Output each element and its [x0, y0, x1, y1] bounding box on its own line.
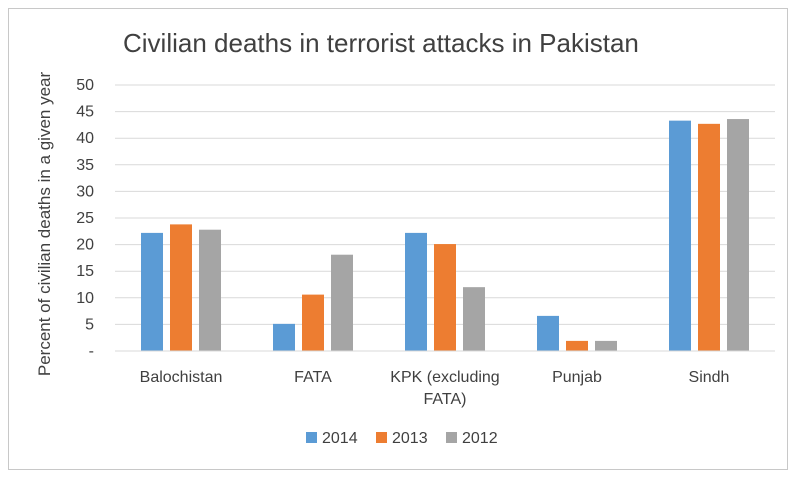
legend: 2014 2013 2012	[306, 430, 498, 447]
category-labels: Balochistan FATA KPK (excluding FATA) Punjab…	[140, 369, 730, 408]
y-tick-label: 40	[76, 130, 94, 147]
bars	[141, 119, 749, 351]
y-tick-label: 25	[76, 210, 94, 227]
y-tick-labels: - 5 10 15 20 25 30 35 40 45 50	[76, 77, 94, 360]
bar-2013	[698, 123, 720, 351]
bar-2012	[331, 254, 353, 351]
x-category-label: Sindh	[689, 369, 730, 386]
x-category-label: KPK (excluding FATA)	[390, 369, 499, 408]
y-tick-label: 15	[76, 263, 94, 280]
y-axis-label: Percent of civilian deaths in a given ye…	[35, 72, 54, 377]
y-tick-label: -	[89, 343, 94, 360]
gridlines	[115, 84, 775, 325]
y-tick-label: 35	[76, 157, 94, 174]
y-tick-label: 10	[76, 290, 94, 307]
bar-2012	[463, 287, 485, 351]
bar-2014	[141, 232, 163, 351]
y-tick-label: 50	[76, 77, 94, 94]
bar-2013	[434, 244, 456, 351]
legend-swatch-2014	[306, 432, 317, 443]
legend-label-2013: 2013	[392, 430, 428, 447]
y-tick-label: 20	[76, 237, 94, 254]
legend-label-2014: 2014	[322, 430, 358, 447]
y-tick-label: 5	[85, 316, 94, 333]
x-category-label: Balochistan	[140, 369, 223, 386]
bar-2013	[302, 294, 324, 351]
bar-2012	[199, 229, 221, 351]
bar-2012	[595, 340, 617, 351]
legend-label-2012: 2012	[462, 430, 498, 447]
bar-2014	[669, 120, 691, 351]
x-category-label: Punjab	[552, 369, 602, 386]
bar-2014	[273, 323, 295, 351]
chart-title: Civilian deaths in terrorist attacks in …	[123, 28, 639, 58]
y-tick-label: 45	[76, 104, 94, 121]
legend-swatch-2013	[376, 432, 387, 443]
y-tick-label: 30	[76, 183, 94, 200]
bar-2013	[566, 340, 588, 351]
bar-2013	[170, 224, 192, 351]
bar-2012	[727, 119, 749, 351]
bar-2014	[405, 232, 427, 351]
legend-swatch-2012	[446, 432, 457, 443]
bar-2014	[537, 315, 559, 351]
x-category-label: FATA	[294, 369, 332, 386]
